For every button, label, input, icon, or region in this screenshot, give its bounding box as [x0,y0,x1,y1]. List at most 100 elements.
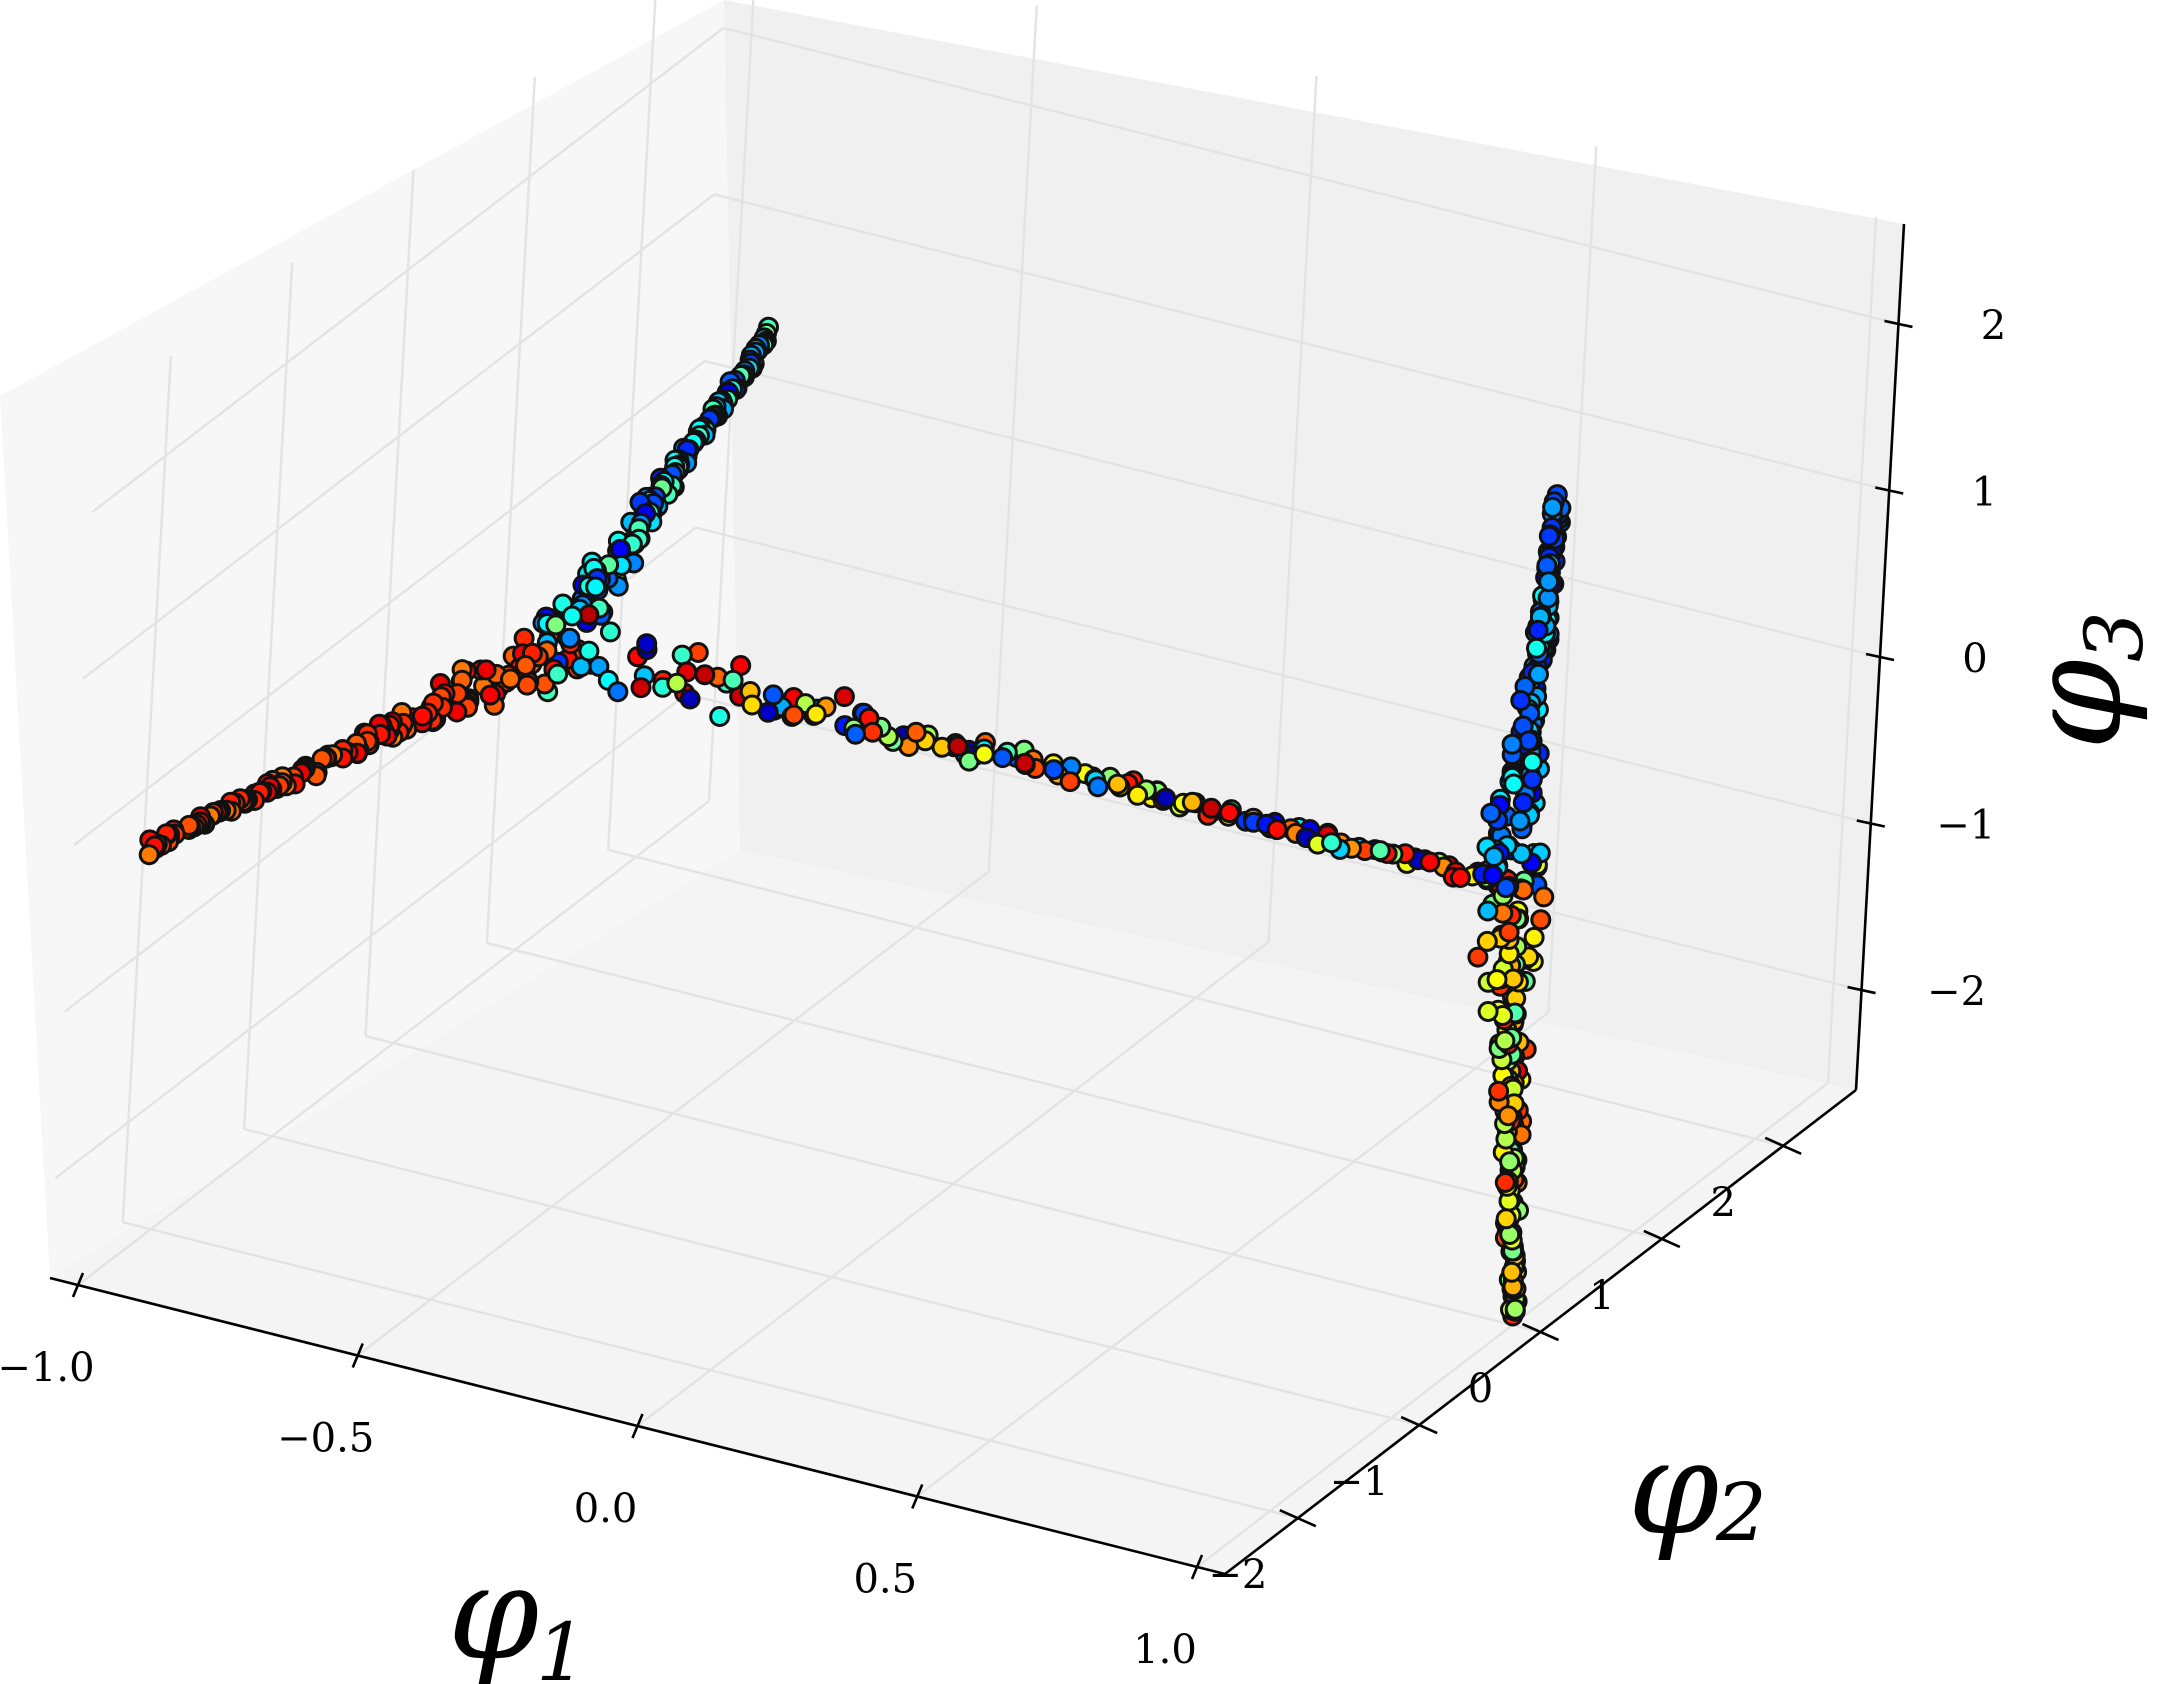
y-axis-symbol: φ [1628,1412,1719,1564]
data-point-center-bar [1218,802,1240,824]
data-point-right-arm-up [1477,900,1499,922]
x-axis-subscript: 1 [536,1606,587,1684]
data-points [138,316,1572,1327]
floor-pane [50,850,1856,1574]
data-point-right-arm-up [1518,730,1540,752]
z-axis-tick-label: −2 [1927,969,1986,1015]
x-axis-symbol: φ [448,1537,539,1684]
data-point-right-arm-up [1509,810,1531,832]
data-point-right-arm-down [1494,1030,1516,1052]
y-axis-tick-label: −2 [1208,1552,1267,1598]
data-point-center-bar [599,621,621,643]
z-axis-tick-label: −1 [1936,803,1995,849]
data-point-right-arm-down [1477,1001,1499,1022]
z-axis-tick-label: 0 [1962,636,1987,682]
data-point-right-arm-up [1495,877,1517,899]
z-axis-tick [1847,985,1876,995]
data-point-right-arm-up [1503,773,1525,795]
data-point-center-bar [630,677,652,699]
data-point-right-arm-down [1488,1080,1510,1102]
data-point-center-bar [862,721,884,743]
data-point-center-bar [607,681,629,703]
y-axis-tick [1643,1229,1681,1249]
data-point-center-bar [1127,784,1149,806]
data-point-center-bar [783,704,805,726]
z-axis-tick [1884,319,1913,329]
data-point-right-arm-up [1526,637,1547,659]
data-point-center-bar [1043,759,1065,781]
data-point-right-arm-up [1510,690,1532,711]
left-side-pane [0,0,740,1278]
grid-line-z-side [91,26,725,513]
data-point-center-bar [1107,773,1129,795]
z-axis-tick [1856,819,1886,828]
data-point-center-bar [1059,771,1081,793]
data-point-left-arm-b [585,576,607,598]
data-point-center-bar [547,663,569,685]
data-point-center-bar [694,664,716,686]
data-point-right-arm-up [1538,571,1560,593]
data-point-left-arm-b [545,614,567,636]
data-point-right-arm-up [1538,525,1560,547]
z-axis-title: φ 3 [1999,611,2161,750]
data-point-center-bar [1200,797,1222,819]
grid-line-y-floor [486,941,1663,1241]
data-point-right-arm-up [1542,496,1564,518]
x-axis-title: φ 1 [448,1537,587,1684]
y-axis-title: φ 2 [1628,1412,1767,1564]
data-point-left-arm-a [479,684,501,706]
data-point-center-bar [636,633,658,655]
panes [0,0,1904,1574]
data-point-right-arm-down [1533,886,1555,908]
data-point-right-arm-down [1495,1208,1517,1230]
data-point-center-bar [666,672,688,694]
data-point-center-bar [1321,832,1342,854]
data-point-center-bar [1181,791,1203,813]
data-point-center-bar [947,735,969,757]
data-point-center-bar [1155,787,1177,809]
x-axis-tick-label: −0.5 [277,1416,374,1462]
x-axis-tick-label: 1.0 [1133,1627,1197,1673]
grid-line-z-back [723,26,1899,326]
data-point-right-arm-up [1483,846,1505,868]
grid-line-z-side [73,360,706,846]
back-pane [724,0,1904,1090]
grid-line-z-back [704,359,1881,659]
data-point-right-arm-up [1480,802,1502,824]
y-axis-tick [1764,1136,1802,1156]
data-point-center-bar [845,723,866,745]
data-point-right-arm-up [1501,733,1523,755]
y-axis-tick [1279,1508,1317,1528]
data-point-center-bar [578,640,600,662]
x-axis-tick [71,1272,85,1298]
data-point-right-arm-down [1523,926,1545,948]
data-point-right-arm-up [1527,619,1549,641]
y-axis-tick [1521,1322,1560,1342]
grid-line-y-floor [243,1127,1420,1427]
data-point-left-arm-a [515,655,536,676]
data-point-center-bar [992,747,1014,769]
data-point-right-arm-down [1486,969,1508,991]
z-axis-tick [1865,652,1895,662]
data-point-center-bar [1014,752,1036,774]
x-axis-tick [911,1483,924,1509]
data-point-center-bar [762,684,784,706]
data-point-right-arm-down [1501,1261,1523,1283]
y-axis-tick-label: 1 [1589,1273,1614,1319]
z-axis-symbol: φ [1999,659,2151,750]
x-axis-tick [351,1343,364,1369]
data-point-center-bar [741,694,763,716]
grid-line-y-floor [122,1220,1299,1520]
data-point-right-arm-up [1528,663,1549,685]
x-axis-tick-label: 0.5 [853,1556,917,1602]
data-point-center-bar [709,706,731,727]
data-point-center-bar [805,703,827,725]
data-point-center-bar [905,721,927,743]
data-point-right-arm-down [1530,909,1552,931]
data-point-left-arm-b [561,605,583,627]
x-axis-tick [631,1413,644,1439]
z-axis-tick-label: 1 [1972,469,1997,515]
data-point-center-bar [722,669,744,691]
